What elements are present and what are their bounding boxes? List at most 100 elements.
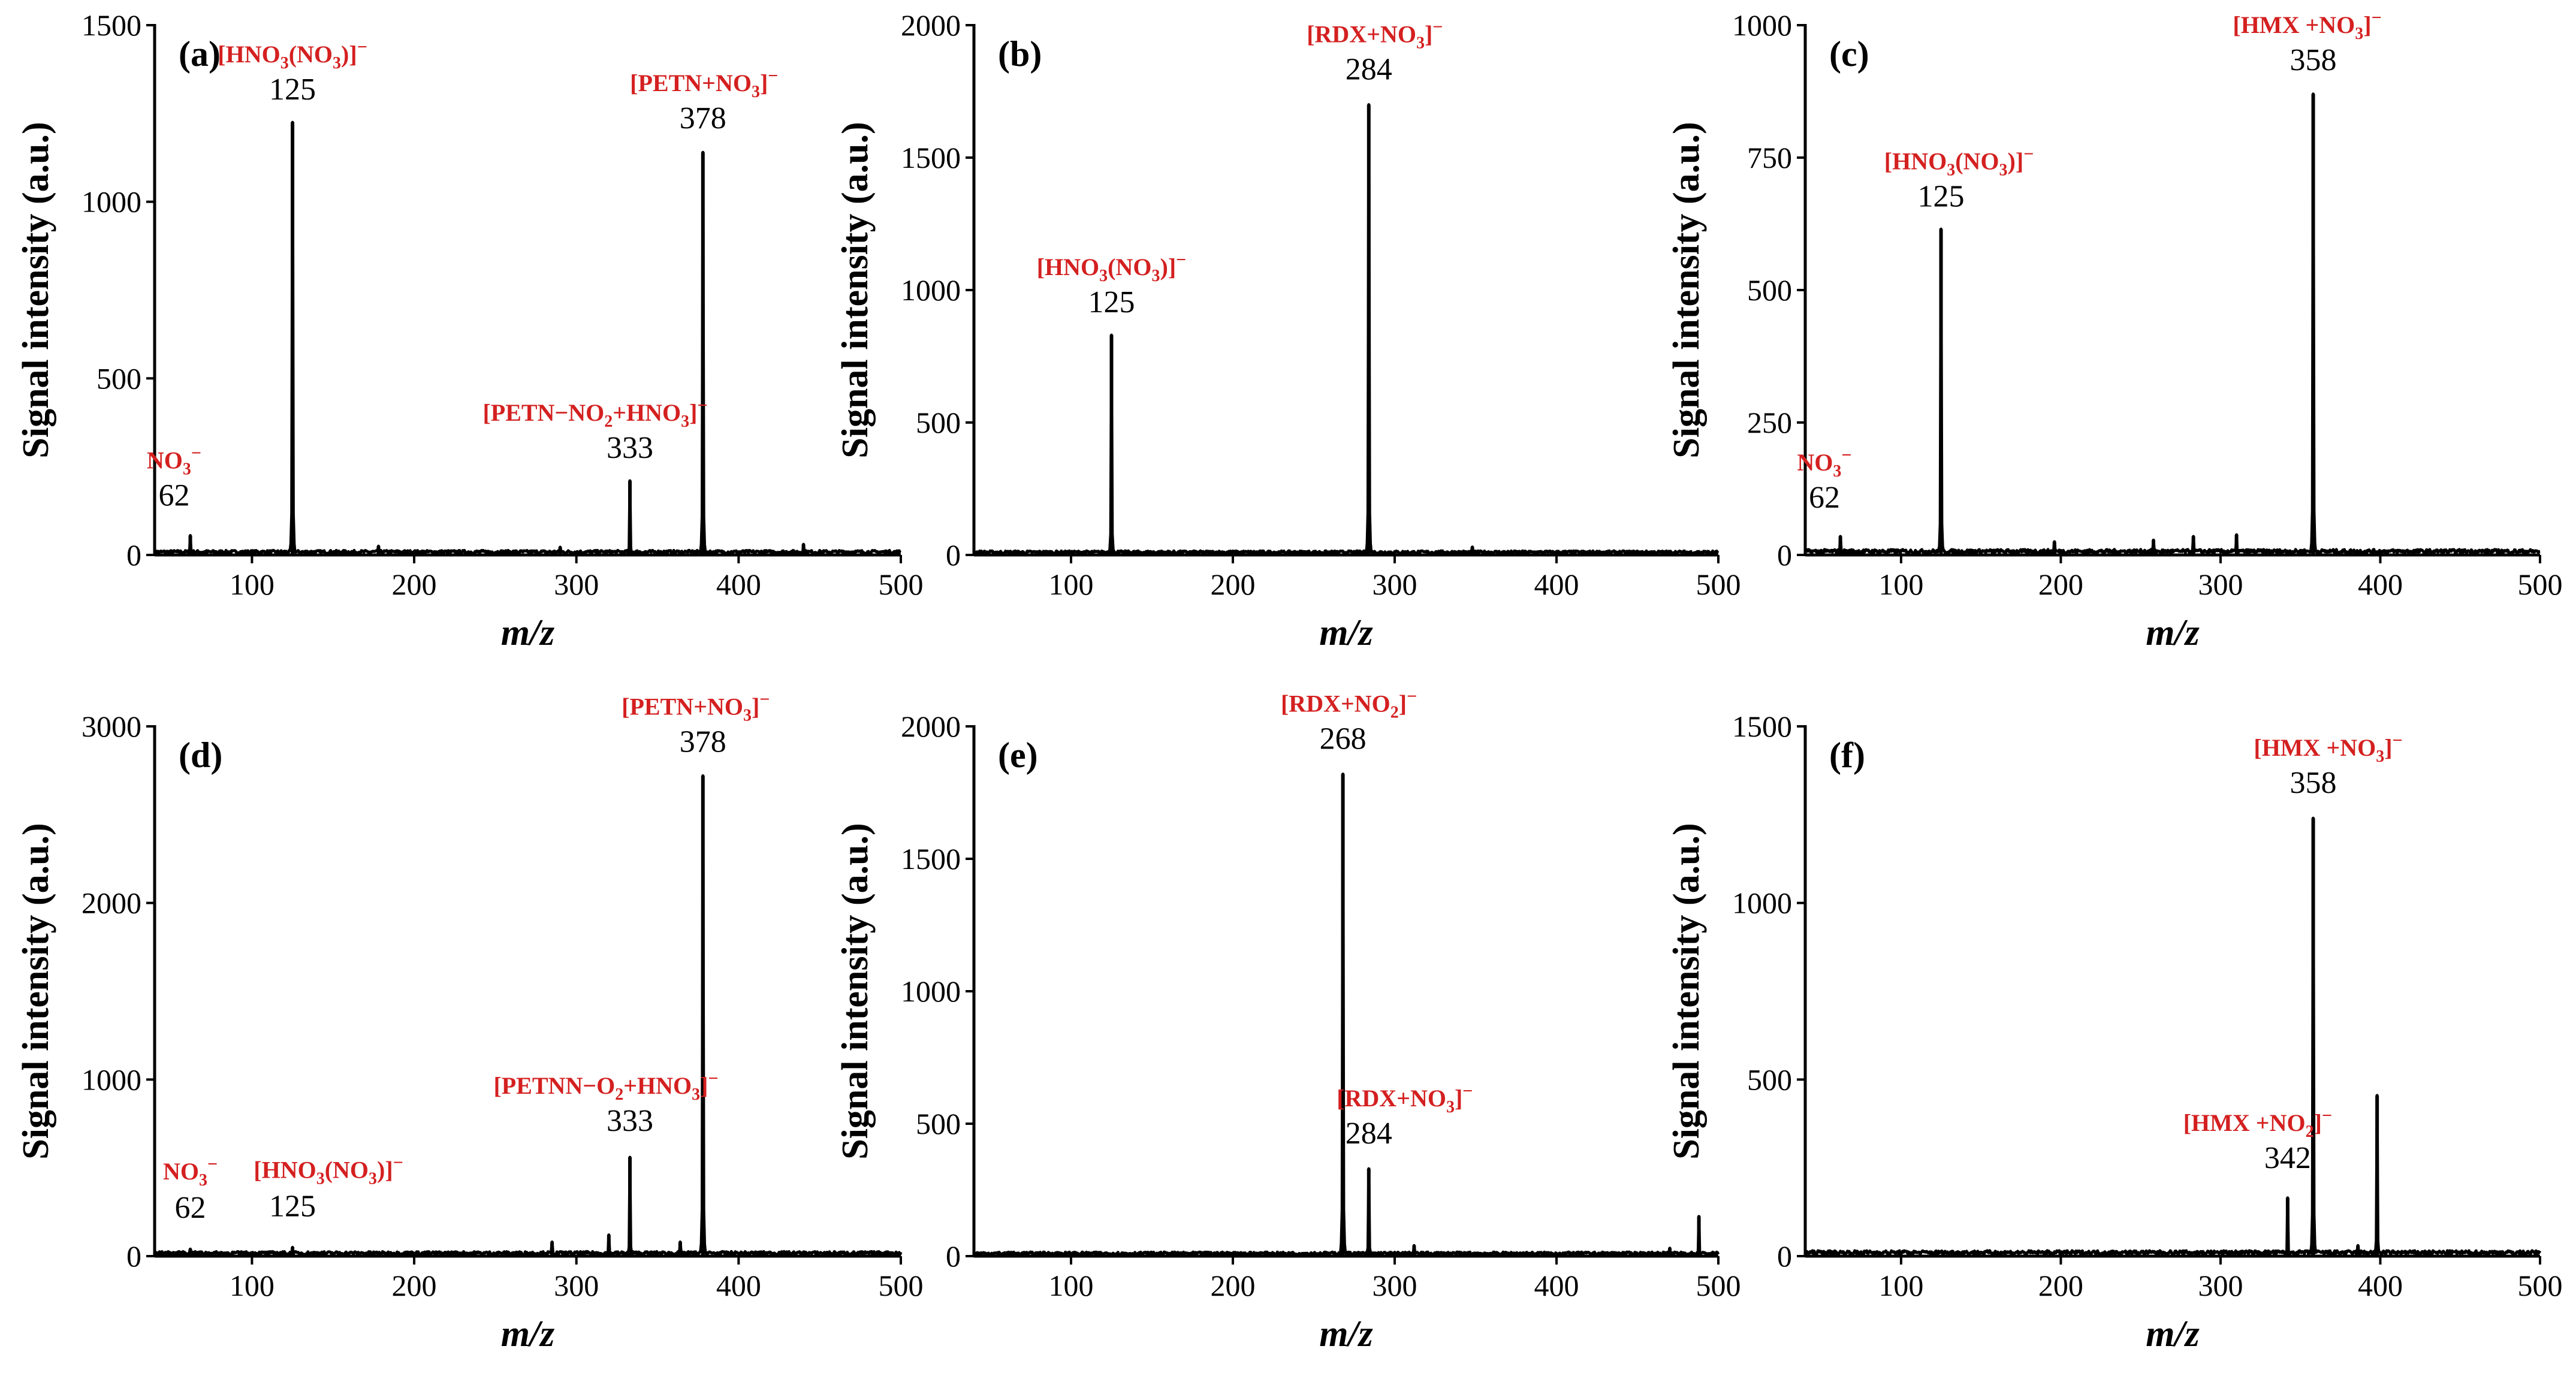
ion-label: NO3− [1797, 445, 1851, 481]
ion-label: [RDX+NO3]− [1307, 17, 1443, 53]
y-tick-label: 500 [916, 406, 961, 439]
y-tick-label: 1500 [1732, 710, 1792, 743]
panel-b: 100 200 300 400 500 0 500 1000 1500 2000 m/z Signal… [835, 8, 1741, 653]
ion-label: [RDX+NO2]− [1281, 687, 1417, 722]
x-tick-label: 400 [1534, 1269, 1579, 1302]
peak-mz-label: 62 [1809, 481, 1840, 515]
y-tick-label: 0 [1777, 538, 1792, 572]
x-tick-label: 400 [716, 568, 761, 601]
y-axis-title: Signal intensity (a.u.) [1666, 823, 1707, 1160]
x-axis-title: m/z [501, 612, 555, 653]
peak-mz-label: 62 [175, 1191, 206, 1225]
spectrum-line [1803, 816, 2542, 1256]
x-tick-label: 200 [2038, 1269, 2083, 1302]
ion-label: [PETNN−O2+HNO3]− [493, 1069, 718, 1104]
ion-label: [PETN+NO3]− [630, 66, 778, 101]
y-tick-label: 1000 [1732, 886, 1792, 920]
peak-mz-label: 125 [1088, 285, 1135, 319]
y-tick-label: 1000 [901, 974, 961, 1008]
panel-a: 100 200 300 400 500 0 500 1000 1500 m/z Signal int… [16, 8, 924, 653]
ion-label: [HNO3(NO3)]− [254, 1152, 403, 1188]
panel-label: (d) [179, 735, 222, 775]
panel-d: 100 200 300 400 500 0 1000 2000 3000 m/z Signal in… [16, 690, 924, 1354]
x-tick-label: 200 [1211, 568, 1256, 601]
x-tick-label: 100 [1049, 1269, 1094, 1302]
y-tick-label: 2000 [901, 710, 961, 743]
y-axis-title: Signal intensity (a.u.) [1666, 122, 1707, 458]
x-tick-label: 200 [392, 1269, 437, 1302]
y-axis-title: Signal intensity (a.u.) [16, 122, 56, 458]
y-tick-label: 0 [946, 538, 961, 572]
ion-label: [PETN+NO3]− [622, 690, 770, 725]
peak-mz-label: 125 [269, 73, 316, 107]
x-tick-label: 300 [554, 1269, 599, 1302]
peak-mz-label: 333 [607, 431, 653, 465]
peak-mz-label: 358 [2290, 766, 2337, 800]
x-tick-label: 300 [2198, 1269, 2243, 1302]
y-tick-label: 500 [916, 1107, 961, 1140]
x-tick-label: 100 [230, 568, 275, 601]
x-tick-label: 500 [879, 568, 924, 601]
ion-label: [HMX +NO2]− [2183, 1106, 2332, 1141]
ion-label: [HNO3(NO3)]− [1037, 250, 1187, 285]
peak-mz-label: 268 [1320, 722, 1367, 756]
y-tick-label: 0 [126, 538, 141, 572]
peak-mz-label: 333 [607, 1104, 653, 1138]
x-tick-label: 100 [1878, 1269, 1923, 1302]
panel-e: 100 200 300 400 500 0 500 1000 1500 2000 m/z Signal… [835, 687, 1741, 1354]
y-tick-label: 1000 [82, 185, 141, 219]
x-axis-title: m/z [1319, 612, 1373, 653]
x-axis-title: m/z [1319, 1314, 1373, 1354]
ion-label: [HNO3(NO3)]− [218, 37, 367, 73]
peak-mz-label: 62 [158, 479, 189, 513]
x-tick-label: 100 [230, 1269, 275, 1302]
ion-label: [RDX+NO3]− [1337, 1081, 1473, 1117]
ion-label: NO3− [147, 443, 201, 479]
y-tick-label: 1000 [901, 273, 961, 307]
ion-label: [HMX +NO3]− [2233, 8, 2381, 43]
peak-mz-label: 284 [1346, 53, 1392, 87]
x-tick-label: 500 [879, 1269, 924, 1302]
x-tick-label: 400 [2358, 1269, 2403, 1302]
peak-mz-label: 284 [1346, 1117, 1392, 1151]
y-tick-label: 500 [1747, 273, 1792, 307]
x-axis-title: m/z [2146, 1314, 2200, 1354]
x-tick-label: 500 [2518, 1269, 2563, 1302]
panel-f: 100 200 300 400 500 0 500 1000 1500 m/z Signal int… [1666, 710, 2563, 1354]
x-tick-label: 500 [1696, 1269, 1741, 1302]
y-axis-title: Signal intensity (a.u.) [16, 823, 56, 1160]
y-tick-label: 500 [96, 361, 141, 395]
spectrum-line [973, 773, 1720, 1257]
y-axis-title: Signal intensity (a.u.) [835, 122, 876, 458]
x-tick-label: 100 [1878, 568, 1923, 601]
y-tick-label: 1500 [82, 8, 141, 42]
x-tick-label: 200 [392, 568, 437, 601]
x-axis-title: m/z [2146, 612, 2200, 653]
spectrum-line [1803, 92, 2541, 555]
panel-label: (c) [1829, 34, 1869, 74]
x-tick-label: 200 [1211, 1269, 1256, 1302]
y-tick-label: 0 [126, 1239, 141, 1273]
peak-mz-label: 342 [2264, 1141, 2311, 1175]
panel-label: (f) [1829, 735, 1865, 775]
peak-mz-label: 378 [680, 725, 726, 759]
y-tick-label: 2000 [901, 8, 961, 42]
x-tick-label: 200 [2038, 568, 2083, 601]
y-tick-label: 0 [1777, 1239, 1792, 1273]
x-tick-label: 300 [1373, 1269, 1417, 1302]
y-tick-label: 3000 [82, 710, 141, 743]
x-tick-label: 400 [2358, 568, 2403, 601]
y-tick-label: 1500 [901, 141, 961, 174]
ion-label: NO3− [163, 1154, 218, 1190]
y-tick-label: 1000 [82, 1063, 141, 1096]
y-tick-label: 500 [1747, 1063, 1792, 1096]
peak-mz-label: 378 [680, 101, 726, 135]
y-tick-label: 250 [1747, 406, 1792, 439]
ion-label: [HNO3(NO3)]− [1884, 144, 2034, 179]
y-tick-label: 1500 [901, 842, 961, 876]
ion-label: [PETN−NO2+HNO3]− [482, 396, 707, 431]
spectrum-line [153, 774, 903, 1257]
x-tick-label: 300 [1373, 568, 1417, 601]
y-tick-label: 1000 [1732, 8, 1792, 42]
